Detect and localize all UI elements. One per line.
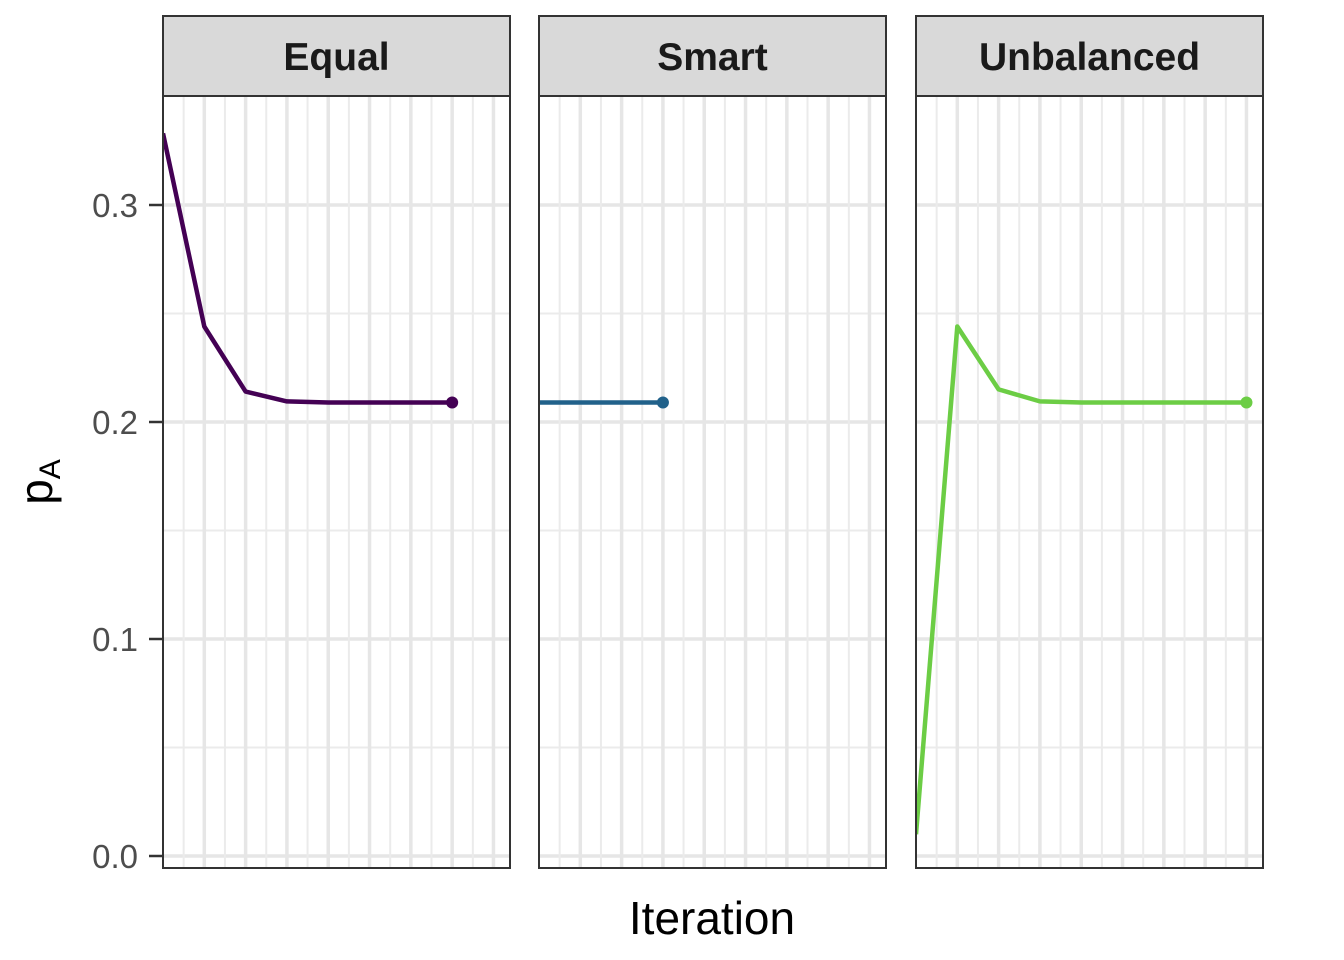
series-end-point-unbalanced xyxy=(1240,396,1253,409)
y-tick-label: 0.0 xyxy=(92,838,138,875)
facet-strip xyxy=(162,15,511,97)
facet-strip-label: Unbalanced xyxy=(979,36,1200,79)
panel-background xyxy=(539,96,886,868)
facet-panel-smart: Smart xyxy=(538,15,887,869)
series-end-point-smart xyxy=(656,396,669,409)
y-axis-title: pA xyxy=(10,459,67,505)
y-axis-title-main: p xyxy=(10,479,62,505)
facet-strip xyxy=(538,15,887,97)
panels-layer: Equal Smart Unbalanced xyxy=(162,15,1264,869)
y-axis: 0.0 0.1 0.2 0.3 xyxy=(92,187,163,875)
x-axis-title: Iteration xyxy=(629,892,795,944)
panel-background xyxy=(163,96,510,868)
facet-panel-unbalanced: Unbalanced xyxy=(915,15,1264,869)
series-end-point-equal xyxy=(446,396,459,409)
y-axis-title-subscript: A xyxy=(34,459,67,479)
series-line-unbalanced xyxy=(916,324,1247,835)
y-tick-label: 0.3 xyxy=(92,187,138,224)
facet-strip-label: Equal xyxy=(283,36,389,79)
series-line-equal xyxy=(163,132,453,405)
facet-panel-equal: Equal xyxy=(162,15,511,869)
y-tick-label: 0.2 xyxy=(92,404,138,441)
panel-background xyxy=(916,96,1263,868)
y-tick-label: 0.1 xyxy=(92,621,138,658)
facet-strip xyxy=(915,15,1264,97)
facet-strip-label: Smart xyxy=(657,36,768,79)
